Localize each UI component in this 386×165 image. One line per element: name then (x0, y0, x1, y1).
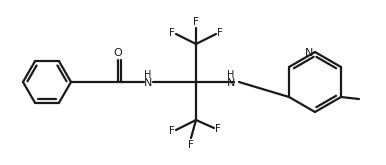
Text: N: N (305, 48, 313, 58)
Text: F: F (188, 140, 194, 150)
Text: N: N (227, 78, 235, 88)
Text: N: N (144, 78, 152, 88)
Text: H: H (227, 70, 235, 80)
Text: F: F (217, 28, 223, 38)
Text: F: F (169, 28, 175, 38)
Text: F: F (169, 126, 175, 136)
Text: F: F (215, 124, 221, 134)
Text: F: F (193, 17, 199, 27)
Text: H: H (144, 70, 152, 80)
Text: O: O (113, 48, 122, 58)
